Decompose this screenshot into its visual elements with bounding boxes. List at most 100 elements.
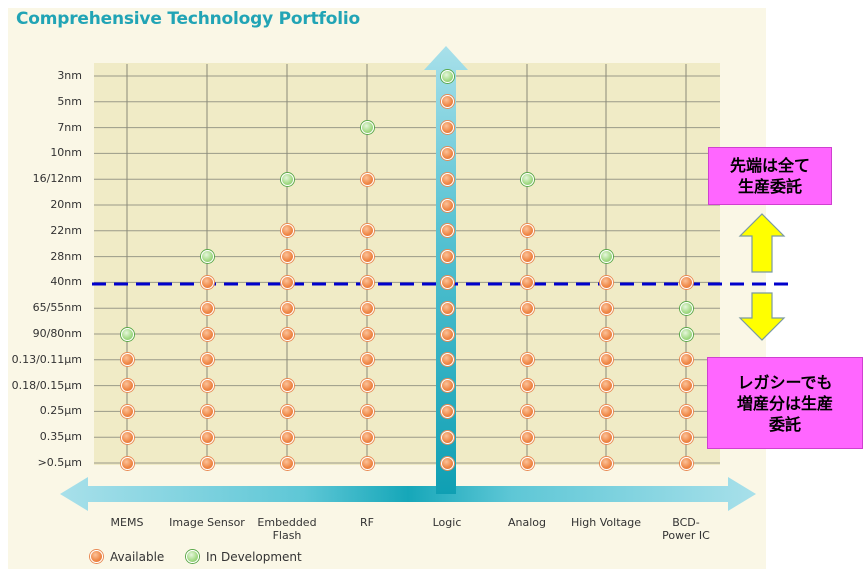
available-dot [360, 172, 374, 186]
available-dot [120, 379, 134, 393]
available-dot [360, 404, 374, 418]
available-dot [200, 275, 214, 289]
available-dot [280, 456, 294, 470]
available-dot [360, 456, 374, 470]
row-label: 3nm [57, 69, 82, 82]
in-development-dot-icon [186, 550, 199, 563]
available-dot [440, 430, 454, 444]
available-dot [360, 301, 374, 315]
available-dot [440, 172, 454, 186]
column-label: RF [360, 516, 374, 529]
available-dot [440, 250, 454, 264]
available-dot [679, 353, 693, 367]
available-dot [200, 327, 214, 341]
available-dot [360, 327, 374, 341]
row-label: 90/80nm [32, 327, 82, 340]
column-label: Image Sensor [169, 516, 245, 529]
available-dot [599, 430, 613, 444]
row-gridlines [94, 75, 720, 464]
available-dot [520, 301, 534, 315]
available-dot [200, 456, 214, 470]
row-label: 7nm [57, 120, 82, 134]
in-development-dot [280, 172, 294, 186]
callout-top: 先端は全て 生産委託 [708, 147, 832, 205]
available-dot [679, 430, 693, 444]
row-label: >0.5μm [37, 456, 82, 469]
available-dot [120, 404, 134, 418]
available-dot [679, 456, 693, 470]
callout-bottom: レガシーでも 増産分は生産 委託 [707, 357, 863, 449]
chart-title: Comprehensive Technology Portfolio [16, 9, 360, 29]
in-development-dot [679, 301, 693, 315]
available-dot [120, 430, 134, 444]
available-dot [280, 250, 294, 264]
available-dot [360, 275, 374, 289]
row-label: 65/55nm [32, 301, 82, 315]
available-dot [280, 301, 294, 315]
column-label: High Voltage [570, 516, 642, 529]
available-dot [360, 250, 374, 264]
available-dot [440, 456, 454, 470]
available-dot [679, 404, 693, 418]
arrow-down-icon [738, 292, 786, 341]
available-dot [599, 275, 613, 289]
available-dot [440, 379, 454, 393]
row-label: 20nm [50, 198, 82, 211]
row-label: 0.13/0.11μm [11, 352, 82, 366]
available-dot [280, 224, 294, 238]
column-label: Logic [432, 516, 462, 529]
available-dot [200, 301, 214, 315]
available-dot [280, 327, 294, 341]
available-dot-icon [90, 550, 103, 563]
callout-bottom-line-3: 委託 [768, 414, 801, 434]
available-dot [599, 301, 613, 315]
column-label: MEMS [110, 516, 144, 529]
available-dot [280, 404, 294, 418]
available-dot [360, 379, 374, 393]
available-dot [280, 275, 294, 289]
available-dot [360, 224, 374, 238]
available-dot [440, 146, 454, 160]
available-dot [520, 353, 534, 367]
horizontal-axis-arrow [60, 477, 756, 511]
available-dot [360, 430, 374, 444]
column-label: Analog [507, 516, 546, 529]
row-label: 16/12nm [32, 172, 82, 186]
row-label: 28nm [50, 249, 82, 263]
available-dot [520, 430, 534, 444]
available-dot [280, 430, 294, 444]
callout-top-line-1: 先端は全て [729, 156, 810, 175]
arrow-up-icon [738, 213, 786, 273]
available-dot [200, 404, 214, 418]
available-dot [679, 379, 693, 393]
available-dot [440, 198, 454, 212]
available-dot [440, 224, 454, 238]
column-label: BCD- Power IC [662, 516, 710, 542]
available-dot [440, 301, 454, 315]
available-dot [360, 353, 374, 367]
available-dot [520, 456, 534, 470]
row-label: 10nm [50, 146, 82, 160]
available-dot [440, 95, 454, 109]
available-dot [440, 353, 454, 367]
in-development-dot [520, 172, 534, 186]
row-label: 0.25μm [39, 404, 82, 418]
available-dot [599, 456, 613, 470]
available-dot [520, 250, 534, 264]
available-dot [440, 327, 454, 341]
callout-bottom-line-2: 増産分は生産 [736, 393, 833, 413]
available-dot [200, 430, 214, 444]
available-dot [280, 379, 294, 393]
available-dot [520, 275, 534, 289]
callout-bottom-line-1: レガシーでも [737, 372, 833, 392]
vertical-axis-arrow [424, 46, 468, 494]
available-dot [679, 275, 693, 289]
available-dot [520, 379, 534, 393]
available-dot [599, 327, 613, 341]
grid-area [94, 63, 720, 465]
available-dot [440, 275, 454, 289]
column-label: Embedded Flash [257, 516, 317, 542]
available-dot [599, 353, 613, 367]
available-dot [440, 121, 454, 135]
in-development-dot [360, 121, 374, 135]
